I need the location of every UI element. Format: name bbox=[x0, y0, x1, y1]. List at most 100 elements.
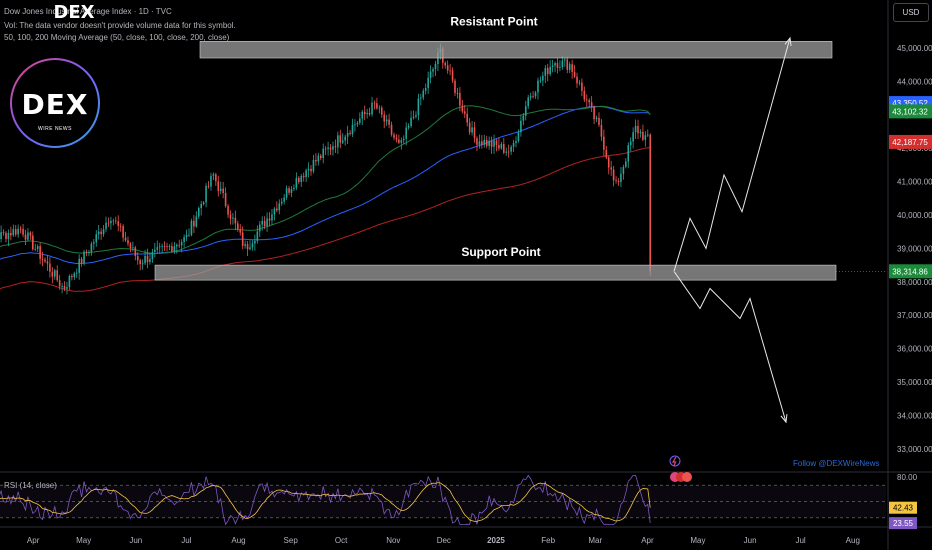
candle-body bbox=[412, 116, 415, 118]
candle-body bbox=[649, 134, 652, 272]
bullish-scenario-arrow bbox=[673, 37, 791, 272]
candle-body bbox=[17, 228, 19, 235]
candle-body bbox=[376, 103, 378, 109]
candle-body bbox=[61, 285, 63, 287]
candles bbox=[0, 43, 652, 295]
x-tick-label: Jun bbox=[129, 536, 142, 545]
candle-body bbox=[2, 232, 5, 233]
candle-body bbox=[276, 208, 278, 211]
rsi-line bbox=[0, 474, 651, 526]
candle-body bbox=[134, 247, 137, 257]
candle-body bbox=[390, 124, 393, 135]
candle-body bbox=[620, 173, 622, 182]
candle-body bbox=[405, 127, 407, 139]
candle-body bbox=[144, 255, 146, 264]
candle-body bbox=[473, 127, 476, 139]
price-tag-label: 43,102.32 bbox=[892, 107, 928, 116]
rsi-value-label: 42.43 bbox=[893, 504, 914, 513]
candle-body bbox=[590, 102, 593, 108]
candle-body bbox=[124, 237, 127, 241]
candle-body bbox=[10, 232, 12, 236]
candle-body bbox=[493, 140, 495, 147]
candle-body bbox=[529, 96, 532, 98]
candle-body bbox=[603, 136, 605, 150]
candle-body bbox=[395, 137, 398, 140]
candle-body bbox=[210, 175, 212, 187]
candle-body bbox=[166, 246, 168, 247]
candle-body bbox=[232, 217, 234, 219]
candle-body bbox=[488, 140, 490, 146]
candle-body bbox=[256, 231, 259, 241]
candle-body bbox=[593, 107, 595, 120]
candle-body bbox=[178, 244, 181, 246]
candle-body bbox=[285, 188, 288, 198]
candle-body bbox=[456, 93, 459, 94]
support-label: Support Point bbox=[461, 245, 540, 259]
candle-body bbox=[407, 125, 410, 128]
candle-body bbox=[607, 157, 610, 168]
candle-body bbox=[449, 70, 451, 72]
candle-body bbox=[337, 135, 339, 148]
candle-body bbox=[485, 139, 488, 146]
candle-body bbox=[429, 71, 432, 78]
candle-body bbox=[254, 240, 256, 244]
candle-body bbox=[490, 140, 493, 147]
lightning-icon[interactable] bbox=[669, 455, 681, 467]
candle-body bbox=[481, 141, 483, 145]
candle-body bbox=[75, 272, 78, 274]
candle-body bbox=[422, 90, 425, 98]
y-tick-label: 33,000.00 bbox=[897, 445, 932, 454]
candle-body bbox=[295, 177, 298, 188]
candle-body bbox=[380, 107, 383, 115]
chart-title: Dow Jones Industrial Average Index · 1D … bbox=[4, 7, 172, 16]
candle-body bbox=[644, 135, 647, 140]
candle-body bbox=[263, 221, 266, 227]
candle-body bbox=[53, 270, 56, 277]
candle-body bbox=[463, 111, 466, 114]
event-badges[interactable] bbox=[667, 455, 697, 492]
currency-button[interactable]: USD bbox=[893, 3, 929, 22]
candle-body bbox=[515, 141, 517, 143]
candle-body bbox=[136, 256, 139, 261]
logo-subtitle: WIRE NEWS bbox=[38, 126, 72, 132]
rsi-tick-label: 80.00 bbox=[897, 473, 918, 482]
x-tick-label: Nov bbox=[386, 536, 400, 545]
rsi-value-tag bbox=[889, 501, 917, 514]
candle-body bbox=[561, 60, 564, 68]
moving-average-legend[interactable]: 50, 100, 200 Moving Average (50, close, … bbox=[4, 33, 230, 42]
candle-body bbox=[200, 203, 203, 208]
candle-body bbox=[537, 80, 539, 93]
candle-body bbox=[339, 135, 342, 143]
y-tick-label: 36,000.00 bbox=[897, 345, 932, 354]
volume-note: Vol: The data vendor doesn't provide vol… bbox=[4, 21, 236, 30]
x-tick-label: Feb bbox=[541, 536, 555, 545]
candle-body bbox=[363, 111, 366, 115]
candle-body bbox=[598, 117, 600, 125]
candle-body bbox=[520, 120, 522, 133]
x-tick-label: May bbox=[76, 536, 91, 545]
candle-body bbox=[554, 63, 556, 66]
candle-body bbox=[595, 117, 598, 120]
candle-body bbox=[207, 185, 210, 187]
candle-body bbox=[71, 275, 73, 278]
rsi-value-label: 23.55 bbox=[893, 519, 914, 528]
candle-body bbox=[246, 244, 249, 250]
resistance-zone bbox=[199, 41, 833, 59]
candle-body bbox=[393, 134, 395, 138]
price-tag-label: 38,314.86 bbox=[892, 267, 928, 276]
candle-body bbox=[185, 234, 188, 238]
candle-body bbox=[503, 144, 505, 153]
candle-body bbox=[417, 98, 420, 116]
y-tick-label: 39,000.00 bbox=[897, 244, 932, 253]
candle-body bbox=[310, 168, 312, 172]
candle-body bbox=[288, 188, 290, 193]
ma100-line bbox=[0, 106, 651, 265]
candle-body bbox=[512, 142, 515, 147]
candle-body bbox=[373, 102, 376, 104]
candle-body bbox=[646, 134, 649, 136]
candle-body bbox=[7, 232, 10, 239]
candle-body bbox=[420, 97, 422, 99]
candle-body bbox=[217, 181, 220, 192]
candle-body bbox=[29, 232, 32, 236]
